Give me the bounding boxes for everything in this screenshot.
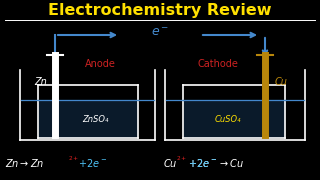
Bar (39, 100, 137, 137)
Bar (184, 100, 284, 137)
Text: Cathode: Cathode (197, 59, 238, 69)
Text: $+ 2e^-$: $+ 2e^-$ (78, 157, 107, 169)
Text: Cu: Cu (275, 77, 287, 87)
Text: Electrochemistry Review: Electrochemistry Review (48, 3, 272, 19)
Text: CuSO₄: CuSO₄ (215, 116, 241, 125)
Text: ZnSO₄: ZnSO₄ (82, 116, 108, 125)
Text: $+ 2e^-$: $+ 2e^-$ (188, 157, 217, 169)
Text: $^{2+}$: $^{2+}$ (68, 156, 79, 165)
Text: Anode: Anode (84, 59, 116, 69)
Text: $Zn \rightarrow Zn$: $Zn \rightarrow Zn$ (5, 157, 44, 169)
Text: $+ 2e^- \rightarrow Cu$: $+ 2e^- \rightarrow Cu$ (188, 157, 244, 169)
Text: Zn: Zn (35, 77, 47, 87)
Text: $e^-$: $e^-$ (151, 26, 169, 39)
Text: $Cu$: $Cu$ (163, 157, 178, 169)
Text: $^{2+}$: $^{2+}$ (176, 156, 188, 165)
